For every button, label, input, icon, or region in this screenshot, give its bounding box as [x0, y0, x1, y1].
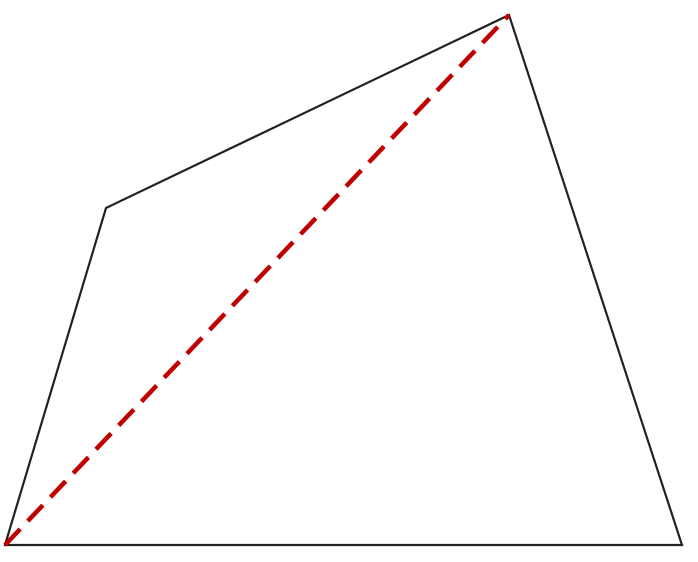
diagonal — [3, 13, 511, 547]
